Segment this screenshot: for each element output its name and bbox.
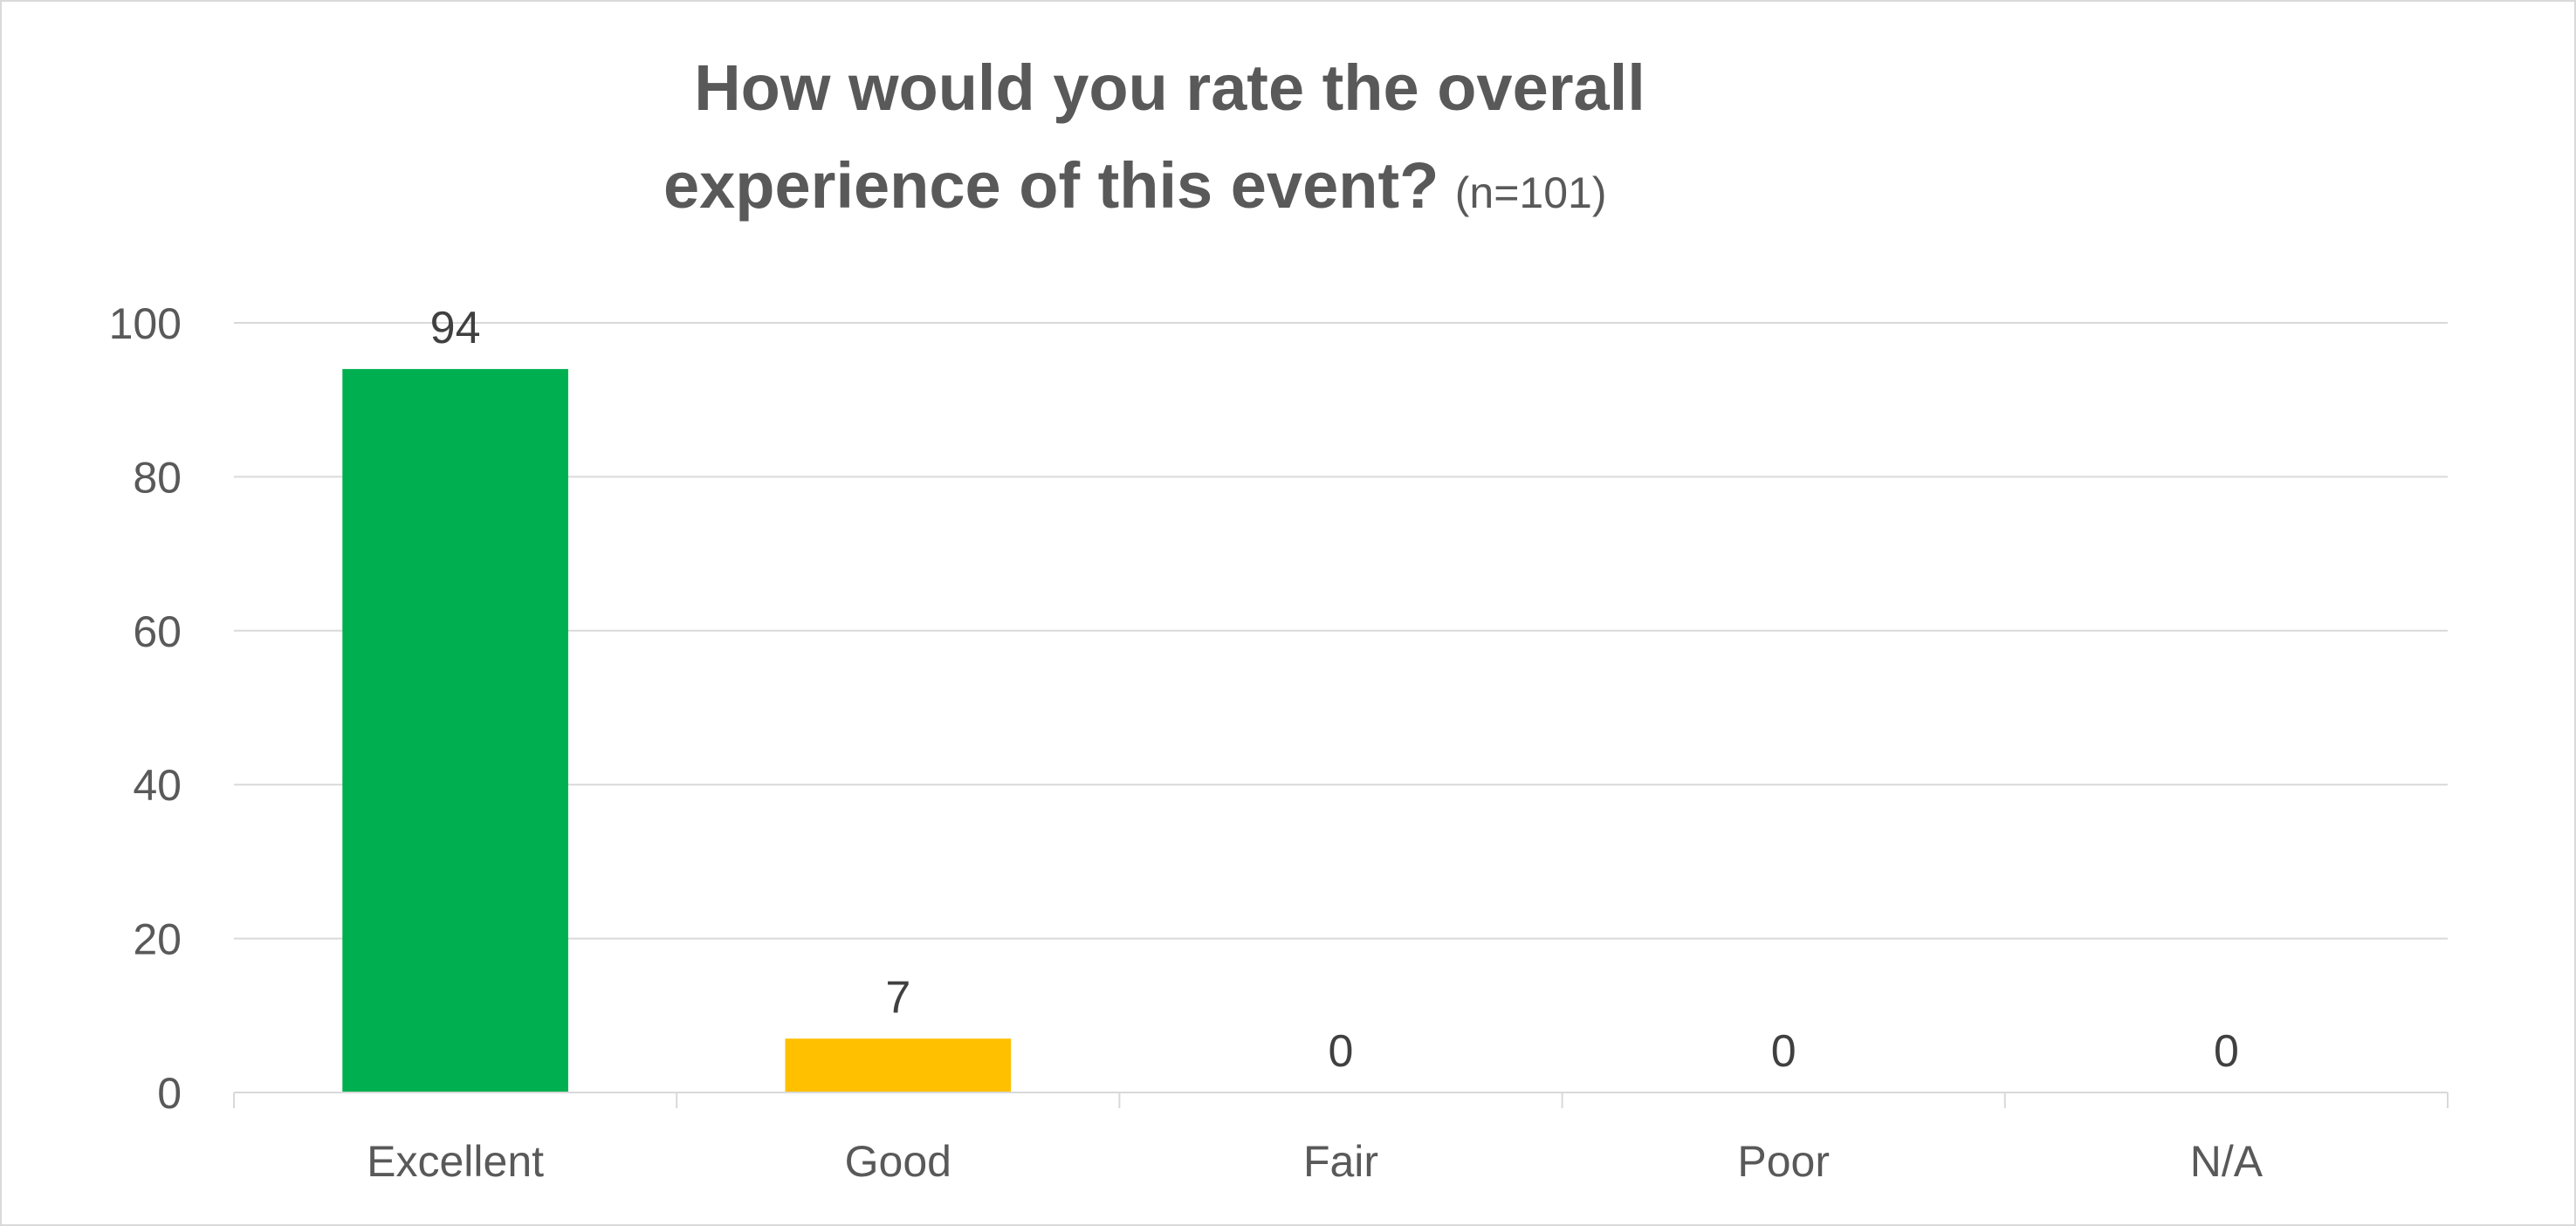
bar-good	[785, 1038, 1012, 1092]
x-tick-label: Excellent	[367, 1137, 544, 1186]
bars	[342, 368, 1012, 1092]
labels: 0 20 40 60 80 100 94 7 0 0 0 Excellent Good Fair Poor N…	[109, 299, 2263, 1186]
y-tick-label: 80	[133, 453, 182, 502]
y-tick-label: 20	[133, 915, 182, 964]
bar-excellent	[342, 368, 568, 1092]
chart-title-line1: How would you rate the overall	[694, 51, 1645, 124]
chart-title-line2: experience of this event?	[663, 149, 1439, 222]
y-tick-label: 60	[133, 607, 182, 656]
chart-title-line2-group: experience of this event? (n=101)	[663, 149, 1606, 222]
x-tick-label: Good	[845, 1137, 951, 1186]
data-label: 0	[2214, 1026, 2239, 1077]
y-tick-label: 100	[109, 299, 182, 348]
x-tick-label: N/A	[2190, 1137, 2263, 1186]
data-label: 7	[885, 972, 910, 1023]
data-label: 0	[1771, 1026, 1796, 1077]
x-axis	[233, 1092, 2449, 1108]
y-tick-label: 40	[133, 761, 182, 810]
gridlines	[234, 322, 2448, 940]
data-label: 0	[1329, 1026, 1354, 1077]
data-label: 94	[430, 303, 481, 353]
y-tick-label: 0	[157, 1069, 182, 1118]
chart-title-note: (n=101)	[1455, 168, 1607, 217]
x-tick-label: Poor	[1737, 1137, 1830, 1186]
x-tick-label: Fair	[1303, 1137, 1378, 1186]
